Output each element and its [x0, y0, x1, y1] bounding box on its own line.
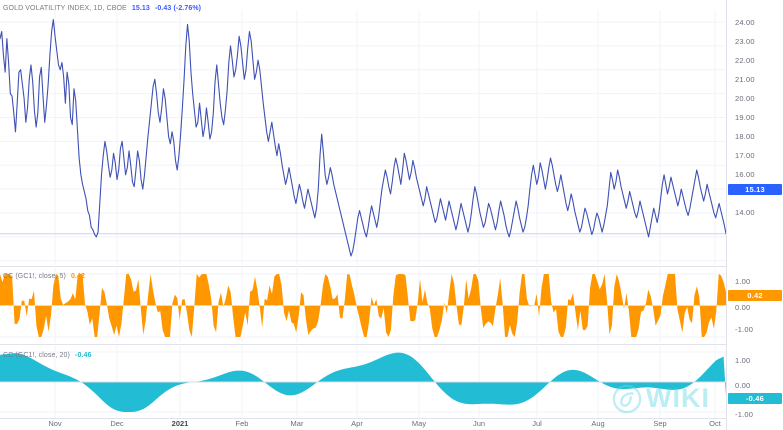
price-scale-label: 18.00 — [735, 132, 755, 141]
cc20-legend-value: -0.46 — [75, 352, 92, 359]
price-scale-label: 19.00 — [735, 113, 755, 122]
price-legend-change: -0.43 (-2.76%) — [154, 5, 202, 12]
cc5-legend-value: 0.42 — [71, 273, 86, 280]
cc20-scale-label: 1.00 — [735, 356, 751, 365]
price-scale-label: 14.00 — [735, 208, 755, 217]
cc20-current-badge[interactable]: -0.46 — [728, 393, 782, 404]
cc20-legend-name: CC (GC1!, close, 20) — [3, 352, 70, 359]
cc20-scale-label: 0.00 — [735, 381, 751, 390]
pane-divider-1[interactable] — [0, 266, 783, 267]
time-axis-label: Mar — [290, 419, 304, 428]
cc5-legend-name: CC (GC1!, close, 5) — [3, 273, 66, 280]
price-scale-label: 21.00 — [735, 75, 755, 84]
price-scale[interactable]: 24.00 23.00 22.00 21.00 20.00 19.00 18.00 17.00… — [726, 0, 783, 430]
cc20-pane[interactable] — [0, 346, 726, 418]
cc20-legend: CC (GC1!, close, 20) -0.46 — [3, 351, 91, 360]
price-scale-label: 16.00 — [735, 170, 755, 179]
time-axis-label: Apr — [351, 419, 363, 428]
time-axis-label: Nov — [48, 419, 62, 428]
time-axis[interactable]: Nov Dec 2021 Feb Mar Apr May Jun Jul Aug Sep Oct — [0, 419, 726, 430]
cc20-scale-label: -1.00 — [735, 410, 754, 419]
cc5-scale-label: -1.00 — [735, 325, 754, 334]
price-current-badge[interactable]: 15.13 — [728, 184, 782, 195]
price-pane[interactable] — [0, 10, 726, 265]
time-axis-label: Dec — [110, 419, 124, 428]
cc5-current-badge[interactable]: 0.42 — [728, 290, 782, 301]
price-legend: GOLD VOLATILITY INDEX, 1D, CBOE 15.13 -0… — [3, 4, 201, 13]
price-scale-label: 24.00 — [735, 18, 755, 27]
cc5-pane[interactable] — [0, 268, 726, 343]
price-legend-symbol: GOLD VOLATILITY INDEX, 1D, CBOE — [3, 5, 127, 12]
time-axis-label: May — [411, 419, 427, 428]
price-legend-last: 15.13 — [131, 5, 150, 12]
time-axis-label: Aug — [591, 419, 605, 428]
time-axis-label: Feb — [235, 419, 249, 428]
price-scale-label: 22.00 — [735, 56, 755, 65]
time-axis-divider — [0, 418, 783, 419]
time-axis-label: Oct — [709, 419, 721, 428]
time-axis-label: Jun — [472, 419, 486, 428]
price-scale-label: 17.00 — [735, 151, 755, 160]
cc20-plot — [0, 346, 726, 418]
time-axis-label: Sep — [653, 419, 667, 428]
cc5-scale-label: 0.00 — [735, 303, 751, 312]
pane-divider-2[interactable] — [0, 344, 783, 345]
cc5-legend: CC (GC1!, close, 5) 0.42 — [3, 272, 85, 281]
price-scale-label: 23.00 — [735, 37, 755, 46]
price-plot — [0, 10, 726, 265]
price-scale-label: 20.00 — [735, 94, 755, 103]
cc5-plot — [0, 268, 726, 343]
cc5-scale-label: 1.00 — [735, 277, 751, 286]
time-axis-label: Jul — [532, 419, 542, 428]
time-axis-label: 2021 — [171, 419, 189, 428]
